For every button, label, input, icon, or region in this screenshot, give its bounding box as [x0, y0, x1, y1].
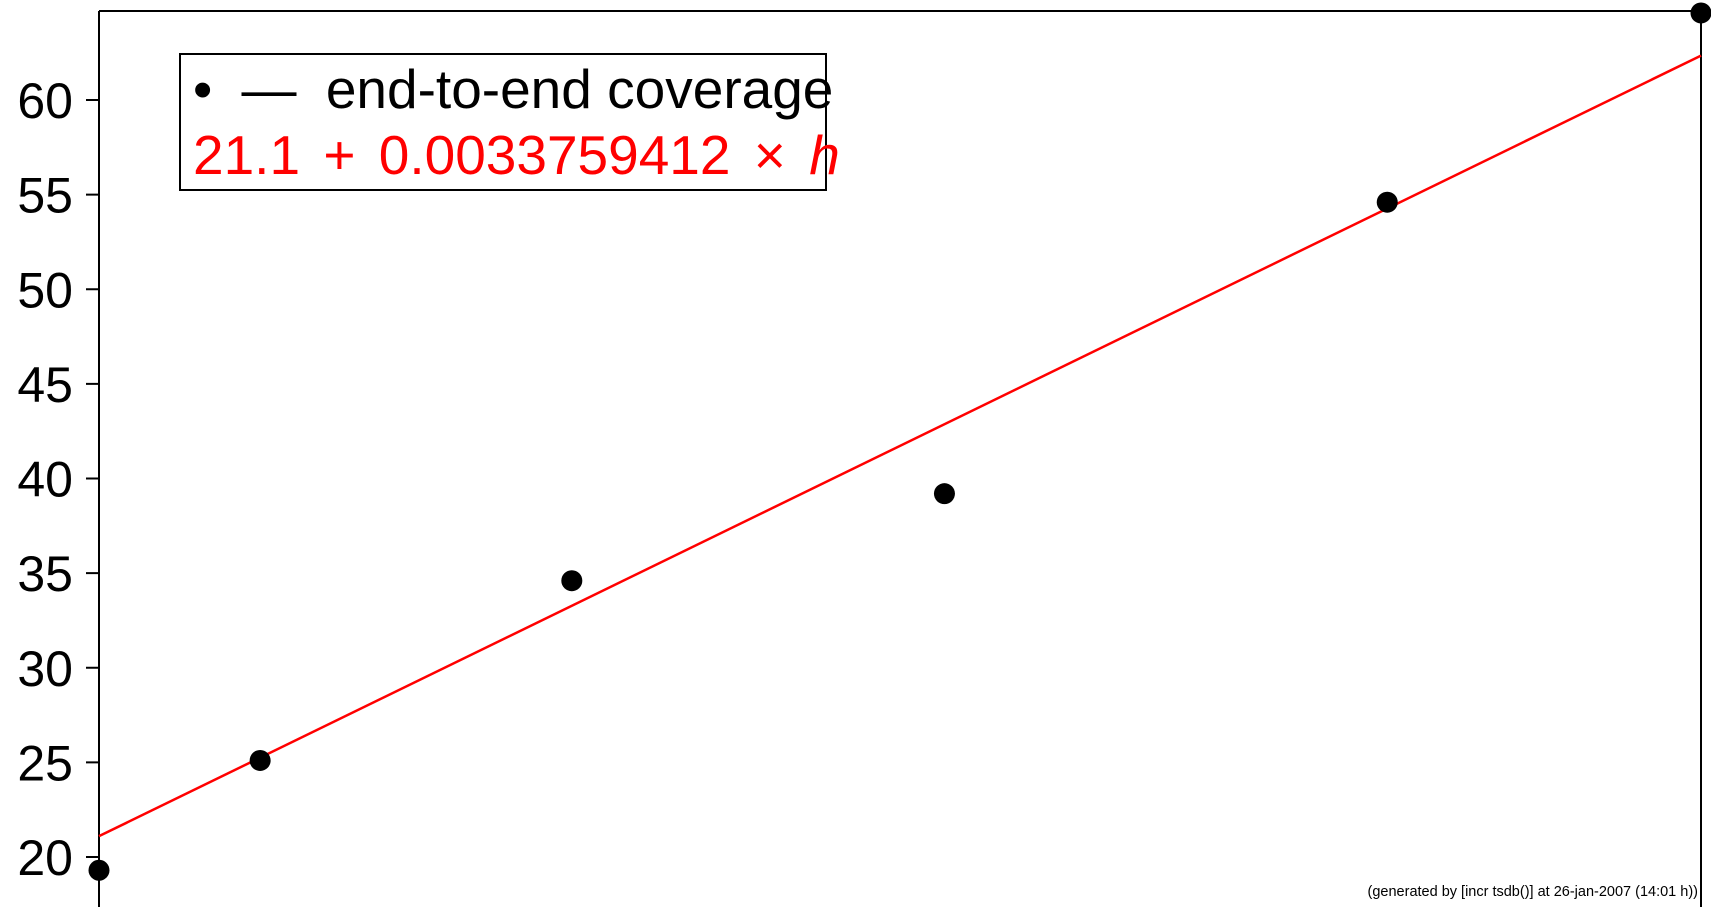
data-point	[561, 570, 583, 592]
points-layer	[88, 2, 1711, 881]
fit-line	[98, 54, 1702, 838]
axes	[98, 10, 1702, 907]
legend-box	[179, 53, 827, 191]
y-tick-label: 25	[17, 735, 73, 791]
y-tick-label: 45	[17, 357, 73, 413]
y-tick-label: 55	[17, 168, 73, 224]
data-point	[933, 483, 955, 505]
legend-line: —	[242, 58, 297, 120]
fit-slope: 0.0033759412	[379, 124, 731, 186]
y-tick-label: 20	[17, 830, 73, 886]
y-tick-label: 60	[17, 73, 73, 129]
generated-by-note: (generated by [incr tsdb()] at 26-jan-20…	[1368, 884, 1698, 900]
y-tick-label: 35	[17, 546, 73, 602]
fit-variable: h	[809, 124, 840, 186]
data-point	[1690, 2, 1711, 24]
data-point	[88, 859, 110, 881]
fit-times: ×	[754, 124, 786, 186]
legend-marker: •	[193, 58, 212, 120]
data-point	[1376, 191, 1398, 213]
data-point	[249, 749, 271, 771]
fit-layer	[98, 54, 1702, 838]
legend-series-label: end-to-end coverage	[326, 58, 834, 120]
legend-fit-formula: 21.1 + 0.0033759412 × h	[193, 124, 840, 186]
fit-plus: +	[323, 124, 355, 186]
y-tick-label: 40	[17, 452, 73, 508]
y-ticks: 20 25 30 35 40 45 50 55 60	[17, 73, 99, 886]
fit-constant: 21.1	[193, 124, 300, 186]
legend-entry: • — end-to-end coverage	[193, 58, 833, 120]
y-tick-label: 50	[17, 262, 73, 318]
legend: • — end-to-end coverage 21.1 + 0.0033759…	[179, 53, 840, 191]
y-tick-label: 30	[17, 641, 73, 697]
